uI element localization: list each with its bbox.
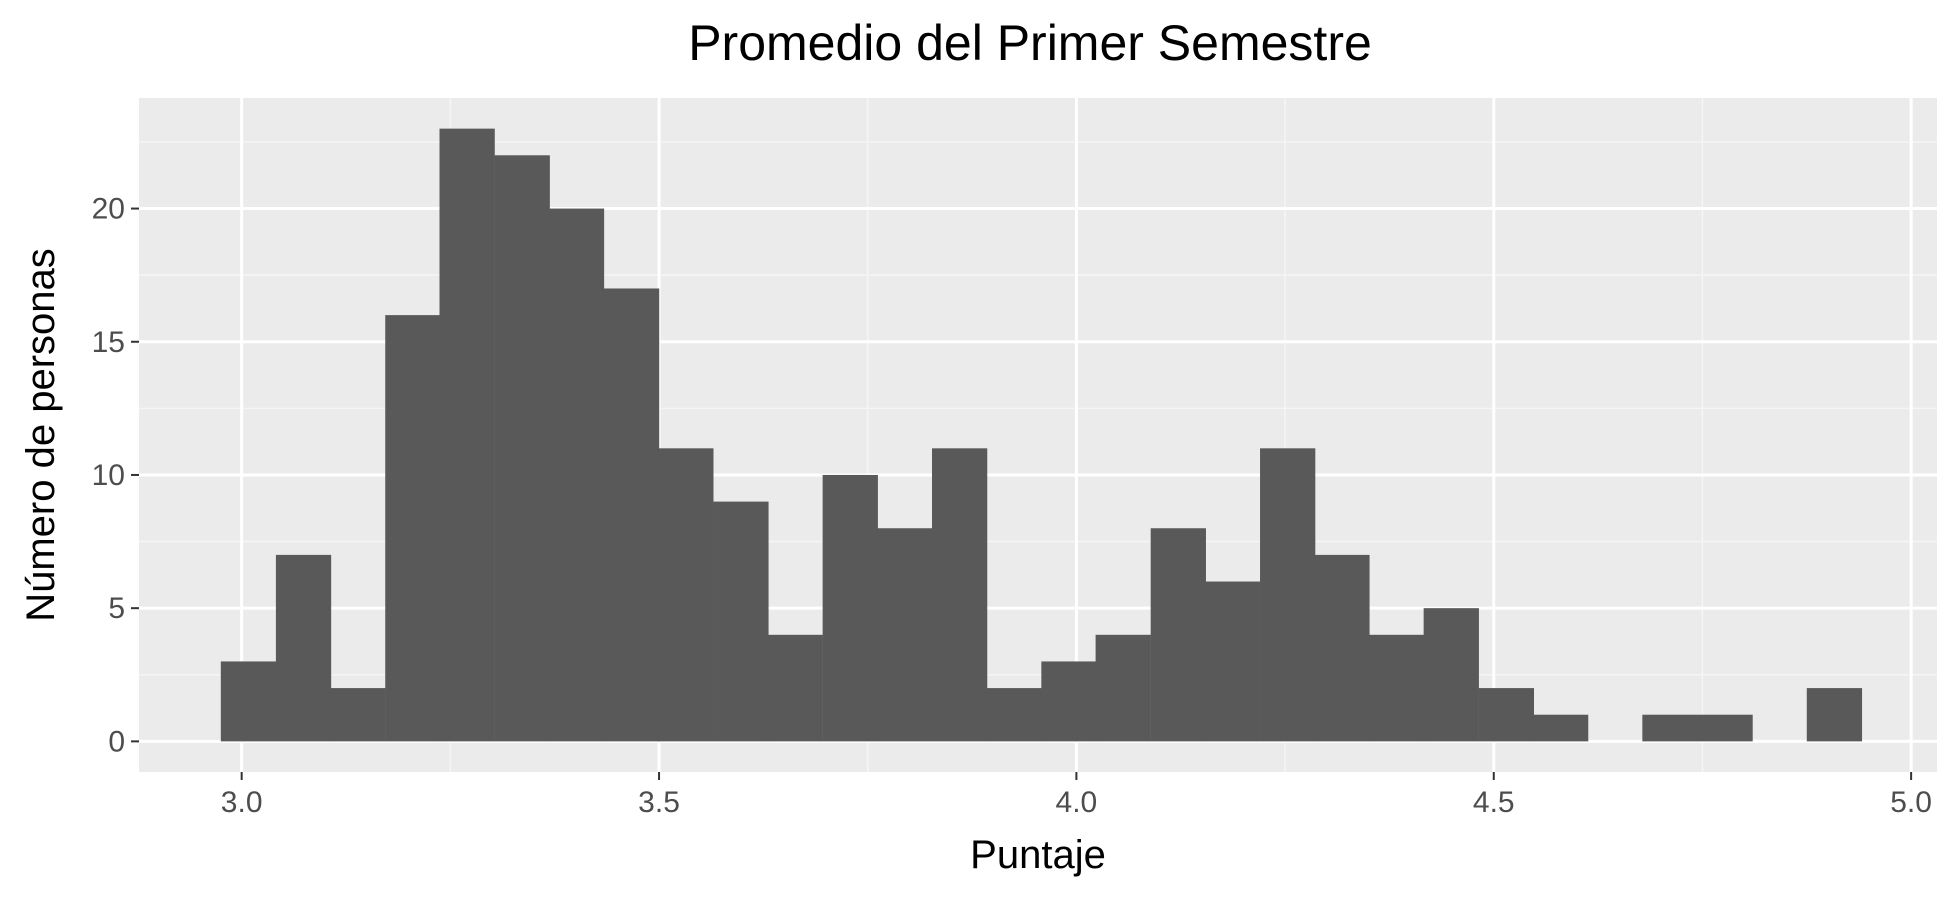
- x-tick-label: 4.0: [1056, 786, 1098, 819]
- x-axis: 3.0 3.5 4.0 4.5 5.0: [221, 772, 1932, 819]
- x-axis-title: Puntaje: [970, 833, 1106, 877]
- histogram-bar: [1369, 634, 1425, 742]
- histogram-bar: [1260, 448, 1316, 742]
- x-tick-label: 4.5: [1473, 786, 1515, 819]
- histogram-bar: [330, 688, 386, 742]
- histogram-bar: [767, 634, 823, 742]
- histogram-bar: [603, 288, 660, 742]
- histogram-bar: [275, 554, 332, 742]
- y-tick-label: 0: [108, 725, 125, 758]
- histogram-bar: [658, 448, 714, 742]
- y-tick-label: 20: [92, 193, 125, 226]
- y-tick-label: 10: [92, 459, 125, 492]
- x-tick-label: 3.0: [221, 786, 263, 819]
- histogram-bar: [439, 128, 495, 742]
- histogram-bar: [1150, 528, 1206, 742]
- histogram-bar: [931, 448, 988, 742]
- histogram-bar: [1642, 714, 1698, 742]
- y-tick-label: 15: [92, 326, 125, 359]
- x-tick-label: 3.5: [638, 786, 680, 819]
- histogram-bar: [1095, 634, 1151, 742]
- histogram-bar: [1697, 714, 1753, 742]
- chart-title: Promedio del Primer Semestre: [688, 15, 1372, 71]
- histogram-bar: [822, 474, 878, 742]
- histogram-bar: [1314, 554, 1370, 742]
- histogram-bar: [1204, 581, 1261, 742]
- y-axis: 0 5 10 15 20: [92, 193, 139, 758]
- histogram-bar: [1532, 714, 1589, 742]
- histogram-bar: [494, 155, 550, 742]
- histogram-bar: [548, 208, 605, 742]
- histogram-bar: [385, 315, 441, 742]
- histogram-bar: [220, 661, 277, 742]
- histogram-bar: [1478, 688, 1535, 742]
- histogram-bar: [986, 688, 1042, 742]
- y-tick-label: 5: [108, 592, 125, 625]
- x-tick-label: 5.0: [1890, 786, 1932, 819]
- y-axis-title: Número de personas: [19, 248, 63, 622]
- histogram-bars: [220, 128, 1863, 742]
- histogram-bar: [713, 501, 769, 742]
- histogram-bar: [1806, 688, 1863, 742]
- histogram-bar: [1041, 661, 1097, 742]
- histogram-bar: [1423, 608, 1479, 742]
- histogram-bar: [876, 528, 933, 742]
